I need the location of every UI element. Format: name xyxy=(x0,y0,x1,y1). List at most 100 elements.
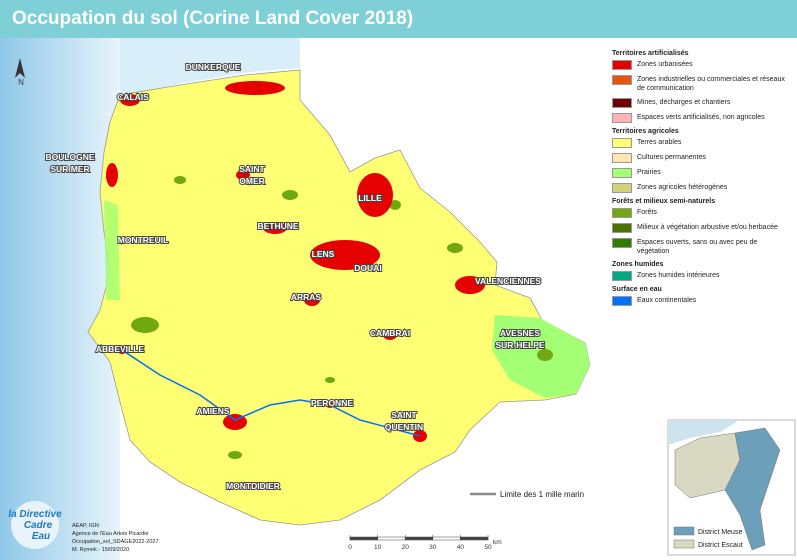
legend-group-title: Zones humides xyxy=(612,261,664,268)
legend-swatch xyxy=(612,223,632,233)
legend-swatch xyxy=(612,168,632,178)
scale-unit: km xyxy=(493,539,502,546)
credit-line: M. Rymek - 15/09/2020 xyxy=(72,547,129,553)
north-label: N xyxy=(18,78,24,87)
place-label: ARRAS xyxy=(291,292,322,302)
legend-swatch xyxy=(612,138,632,148)
sea xyxy=(0,38,120,560)
legend-label: Terres arables xyxy=(637,139,682,146)
legend-swatch xyxy=(612,238,632,248)
place-label: AVESNES xyxy=(500,328,540,338)
legend-label: Milieux à végétation arbustive et/ou her… xyxy=(637,224,778,231)
place-label: MONTDIDIER xyxy=(226,481,280,491)
legend-item: Forêts xyxy=(612,208,792,218)
place-label: SAINT xyxy=(391,410,417,420)
scale-tick-label: 20 xyxy=(402,544,410,551)
place-label: MONTREUIL xyxy=(118,235,169,245)
sea xyxy=(120,38,300,95)
legend-label: Mines, décharges et chantiers xyxy=(637,99,731,106)
legend-label: Zones agricoles hétérogènes xyxy=(637,184,728,191)
place-label: SAINT xyxy=(239,164,265,174)
place-label: BOULOGNE xyxy=(45,152,94,162)
title: Occupation du sol (Corine Land Cover 201… xyxy=(12,8,414,29)
legend-swatch xyxy=(612,183,632,193)
credit-line: AEAP, IGN xyxy=(72,523,99,529)
legend-label: Espaces verts artificialisés, non agrico… xyxy=(637,114,765,121)
scale-segment xyxy=(377,536,406,541)
place-label: SUR MER xyxy=(50,164,89,174)
legend-label: Prairies xyxy=(637,169,661,176)
scale-segment xyxy=(460,536,489,541)
place-label: AMIENS xyxy=(196,406,229,416)
north-arrow xyxy=(15,58,25,78)
legend-label: Eaux continentales xyxy=(637,297,697,304)
legend-label: Cultures permanentes xyxy=(637,154,706,161)
legend: Territoires artificialisés Zones urbanisé… xyxy=(612,46,792,311)
place-label: LENS xyxy=(312,249,335,259)
legend-item: Zones urbanisées xyxy=(612,60,792,70)
legend-group-title: Territoires artificialisés xyxy=(612,50,689,57)
legend-item: Zones humides intérieures xyxy=(612,271,792,281)
legend-swatch xyxy=(612,75,632,85)
header: Occupation du sol (Corine Land Cover 201… xyxy=(0,0,797,38)
scale-tick-label: 50 xyxy=(484,544,492,551)
forests xyxy=(131,176,553,459)
credit-line: Occupation_sol_SDAGE2022-2027 xyxy=(72,539,159,545)
legend-label: Zones industrielles ou commerciales et r… xyxy=(637,76,785,92)
place-label: VALENCIENNES xyxy=(475,276,541,286)
scale-tick-label: 40 xyxy=(457,544,465,551)
place-label: PERONNE xyxy=(311,398,353,408)
place-label: CAMBRAI xyxy=(370,328,410,338)
place-label: CALAIS xyxy=(117,92,149,102)
inset-label: District Meuse xyxy=(698,529,742,536)
legend-item: Espaces verts artificialisés, non agrico… xyxy=(612,113,792,123)
legend-item: Terres arables xyxy=(612,138,792,148)
credit-line: Agence de l'Eau Artois Picardie xyxy=(72,531,149,537)
logo-text: Cadre xyxy=(24,520,53,531)
legend-swatch xyxy=(612,296,632,306)
legend-group-title: Forêts et milieux semi-naturels xyxy=(612,198,716,205)
legend-swatch xyxy=(612,113,632,123)
scale-segment xyxy=(404,536,434,541)
place-label: DOUAI xyxy=(354,263,381,273)
inset-map: District Meuse District Escaut xyxy=(667,419,796,556)
legend-label: Zones urbanisées xyxy=(637,61,693,68)
place-label: DUNKERQUE xyxy=(186,62,241,72)
inset-label: District Escaut xyxy=(698,542,743,549)
legend-label: Zones humides intérieures xyxy=(637,272,720,279)
legend-item: Zones agricoles hétérogènes xyxy=(612,183,792,193)
legend-item: Prairies xyxy=(612,168,792,178)
legend-label: Espaces ouverts, sans ou avec peu de vég… xyxy=(637,239,758,255)
legend-group-title: Territoires agricoles xyxy=(612,128,679,135)
scale-tick-label: 0 xyxy=(348,544,352,551)
coast-limit-label: Limite des 1 mille marin xyxy=(500,490,584,499)
scale-tick-label: 30 xyxy=(429,544,437,551)
place-label: OMER xyxy=(239,176,265,186)
grassland xyxy=(104,200,120,300)
inset-swatch xyxy=(673,526,695,536)
scale-tick-label: 10 xyxy=(374,544,382,551)
river xyxy=(99,344,421,437)
legend-swatch xyxy=(612,60,632,70)
legend-swatch xyxy=(612,271,632,281)
logo-text: la Directive xyxy=(8,509,62,520)
legend-swatch xyxy=(612,208,632,218)
legend-item: Espaces ouverts, sans ou avec peu de vég… xyxy=(612,238,792,256)
place-label: QUENTIN xyxy=(385,422,423,432)
legend-item: Cultures permanentes xyxy=(612,153,792,163)
legend-item: Milieux à végétation arbustive et/ou her… xyxy=(612,223,792,233)
inset-swatch xyxy=(673,539,695,549)
scale-segment xyxy=(349,536,378,541)
legend-group-title: Surface en eau xyxy=(612,286,662,293)
legend-item: Zones industrielles ou commerciales et r… xyxy=(612,75,792,93)
legend-item: Mines, décharges et chantiers xyxy=(612,98,792,108)
region xyxy=(87,69,591,526)
scale-segment xyxy=(432,536,461,541)
logo-drop xyxy=(11,501,59,549)
legend-label: Forêts xyxy=(637,209,657,216)
legend-swatch xyxy=(612,98,632,108)
place-label: BETHUNE xyxy=(257,221,298,231)
place-label: SUR-HELPE xyxy=(495,340,544,350)
